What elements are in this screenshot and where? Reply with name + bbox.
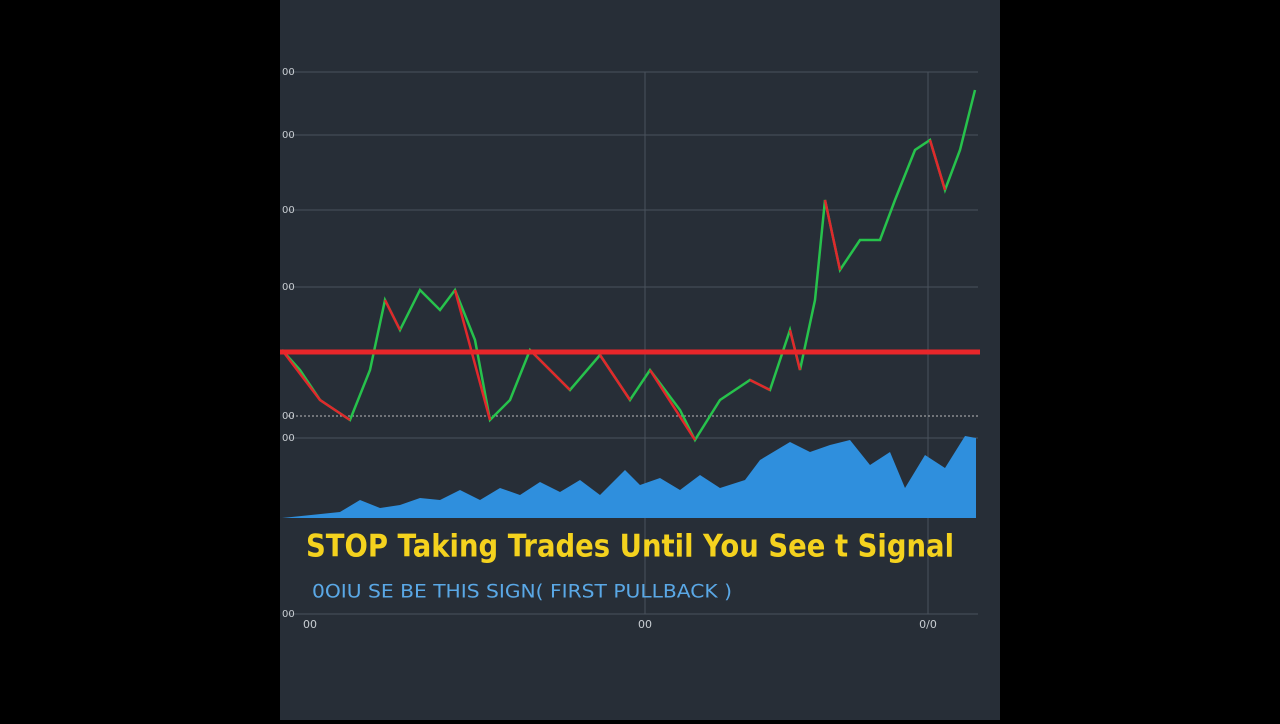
x-label: 0/0 (919, 618, 937, 631)
y-label: 00 (282, 609, 295, 620)
y-label: 00 (282, 282, 295, 293)
y-label: 00 (282, 205, 295, 216)
x-label: 00 (303, 618, 317, 631)
y-labels: 00 00 00 00 00 00 00 (282, 67, 295, 620)
y-label: 00 (282, 411, 295, 422)
subheadline: 0OIU SE BE THIS SIGN( FIRST PULLBACK ) (312, 581, 732, 603)
y-label: 00 (282, 67, 295, 78)
y-label: 00 (282, 130, 295, 141)
grid (288, 71, 978, 615)
headline: STOP Taking Trades Until You See t Signa… (306, 529, 954, 565)
volume-area (282, 436, 976, 518)
chart-panel (280, 0, 1000, 720)
x-label: 00 (638, 618, 652, 631)
x-labels: 00 00 0/0 (303, 618, 937, 631)
y-label: 00 (282, 433, 295, 444)
